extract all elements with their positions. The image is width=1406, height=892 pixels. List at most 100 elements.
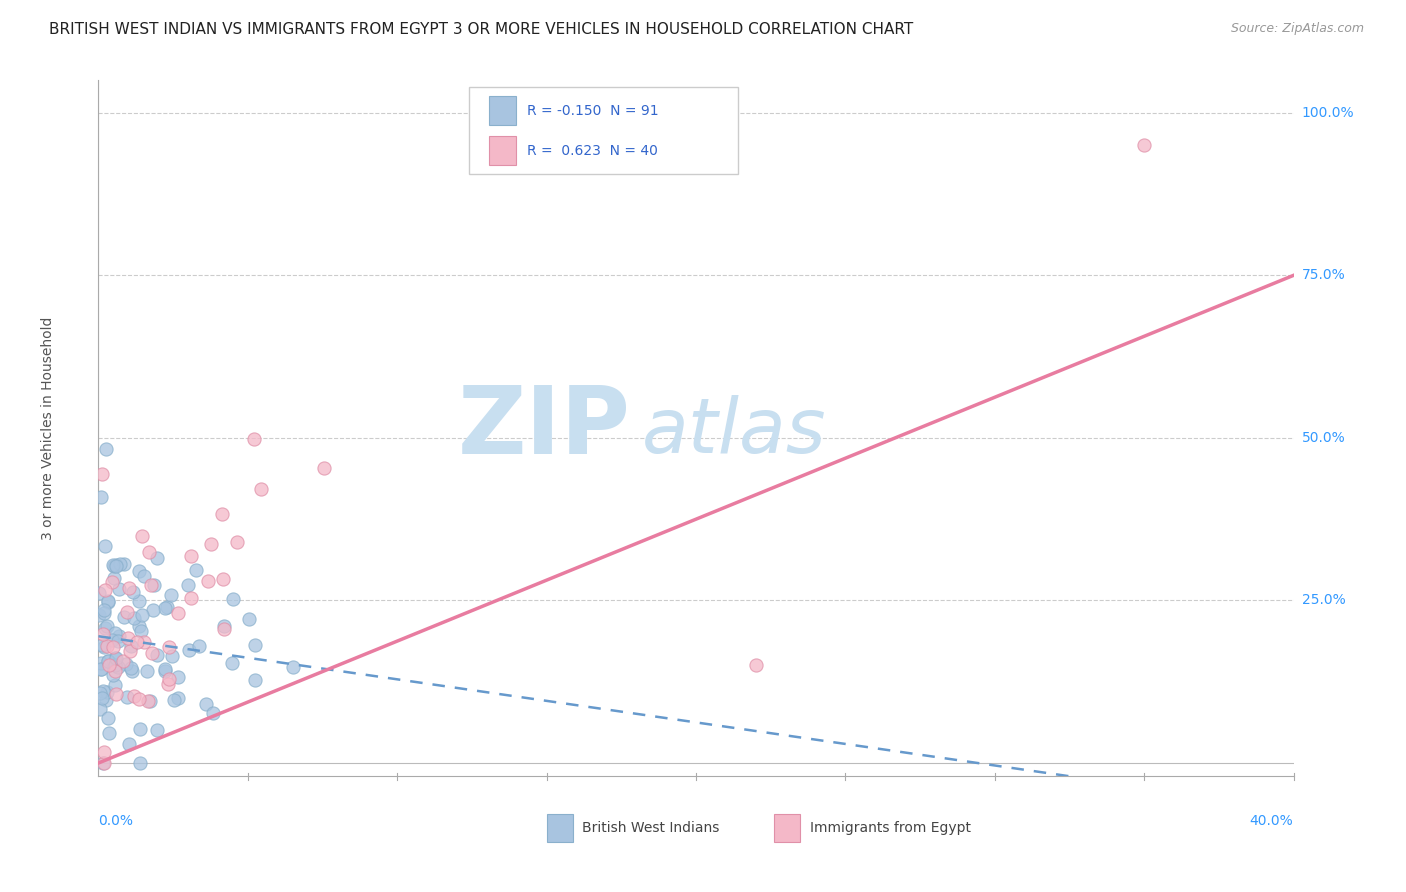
Point [177,642,200,657]
Point [200,536,222,550]
Point [96,640,118,654]
Text: R =  0.623  N = 40: R = 0.623 N = 40 [527,144,658,158]
Point [211,507,233,521]
Point [139,578,162,592]
Point [96,619,118,633]
Point [108,629,131,643]
Point [94,442,117,456]
Point [103,558,125,573]
Point [108,582,131,596]
Point [243,673,266,687]
Point [87,607,110,622]
Point [138,544,160,558]
Point [94,539,117,553]
Point [238,612,260,626]
Point [157,677,180,691]
Point [112,609,135,624]
Text: 40.0%: 40.0% [1250,814,1294,829]
Point [139,694,162,708]
Bar [489,96,516,126]
Point [90,662,112,676]
Point [156,599,179,614]
Point [103,571,125,585]
Point [142,602,165,616]
Point [131,608,153,623]
Point [89,686,111,700]
Point [122,689,145,703]
Point [153,601,176,615]
Point [312,460,335,475]
Point [91,627,114,641]
Text: 3 or more Vehicles in Household: 3 or more Vehicles in Household [41,317,55,540]
Point [146,551,169,566]
Point [128,619,150,633]
Point [103,668,125,682]
Point [97,710,120,724]
Point [128,692,150,706]
Point [94,693,117,707]
Point [121,664,143,678]
Point [104,651,127,665]
Point [128,594,150,608]
Point [176,578,198,592]
Point [167,606,190,620]
Point [122,611,145,625]
Point [103,640,125,655]
Point [745,658,768,673]
Point [93,640,115,654]
Point [186,563,208,577]
Point [222,592,245,607]
Point [155,664,177,678]
Point [96,595,118,609]
Point [128,722,150,736]
Point [120,660,142,674]
Text: BRITISH WEST INDIAN VS IMMIGRANTS FROM EGYPT 3 OR MORE VEHICLES IN HOUSEHOLD COR: BRITISH WEST INDIAN VS IMMIGRANTS FROM E… [49,22,914,37]
Point [97,593,120,607]
Point [104,657,127,672]
Point [112,557,135,571]
Point [94,621,117,635]
Point [118,581,141,595]
Point [93,583,115,598]
Point [142,578,165,592]
Point [90,656,112,670]
Point [212,573,235,587]
Point [110,557,132,571]
Point [122,585,145,599]
Point [101,632,124,647]
Point [166,690,188,705]
Point [134,634,156,648]
Point [201,706,224,721]
Point [104,677,127,691]
Point [89,586,111,600]
Point [93,746,115,760]
Point [242,432,264,446]
Text: 0.0%: 0.0% [98,814,134,829]
Text: Source: ZipAtlas.com: Source: ZipAtlas.com [1230,22,1364,36]
Point [101,575,124,590]
Text: 25.0%: 25.0% [1302,593,1346,607]
Point [226,534,249,549]
Point [131,528,153,542]
Point [188,640,211,654]
Text: Immigrants from Egypt: Immigrants from Egypt [810,822,970,835]
Text: R = -0.150  N = 91: R = -0.150 N = 91 [527,103,659,118]
Point [160,588,183,602]
Point [93,603,115,617]
Point [167,670,190,684]
Point [96,685,118,699]
Point [97,654,120,668]
Point [97,654,120,668]
Text: atlas: atlas [643,394,827,468]
Point [180,591,202,606]
Point [162,648,184,663]
Point [117,632,139,646]
Point [146,723,169,738]
Point [153,662,176,676]
Bar [489,136,516,165]
Point [104,687,127,701]
Point [132,569,155,583]
Point [97,657,120,672]
Text: 75.0%: 75.0% [1302,268,1346,283]
Point [90,491,112,505]
